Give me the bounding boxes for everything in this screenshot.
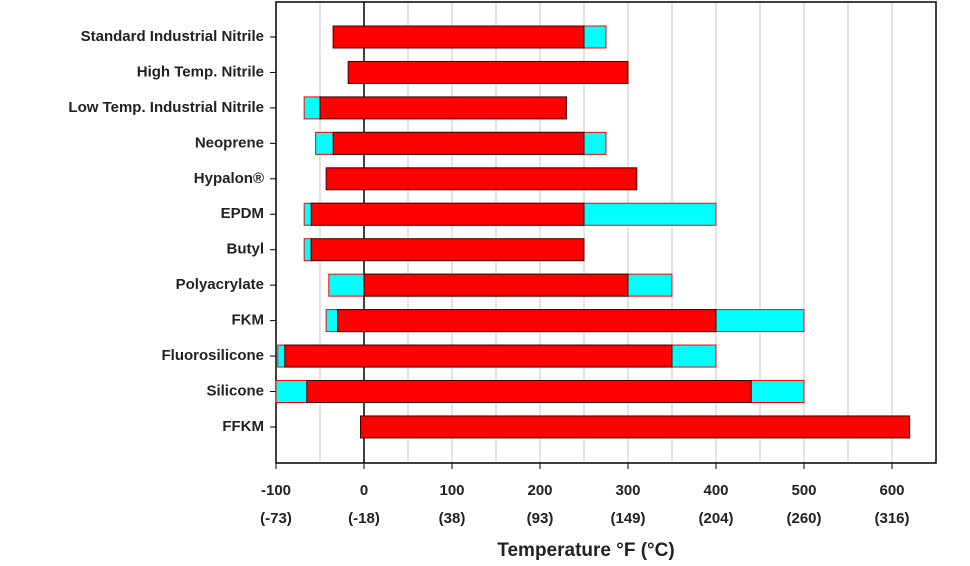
y-tick-label: Hypalon® bbox=[194, 170, 264, 187]
x-tick-label: 200 bbox=[527, 482, 552, 499]
x-tick-celsius-label: (93) bbox=[527, 510, 554, 527]
x-tick-celsius-label: (149) bbox=[610, 510, 645, 527]
plot-frame bbox=[275, 1, 937, 464]
x-tick-label: 400 bbox=[703, 482, 728, 499]
y-tick-label: High Temp. Nitrile bbox=[137, 63, 264, 80]
y-tick-label: FFKM bbox=[222, 418, 264, 435]
x-tick-label: 100 bbox=[439, 482, 464, 499]
y-tick-label: FKM bbox=[232, 312, 265, 329]
x-tick-label: 300 bbox=[615, 482, 640, 499]
y-tick-label: EPDM bbox=[221, 205, 264, 222]
range-bar bbox=[347, 60, 629, 84]
y-tick-label: Butyl bbox=[227, 241, 265, 258]
y-tick-label: Neoprene bbox=[195, 134, 264, 151]
x-tick-label: 500 bbox=[791, 482, 816, 499]
y-tick-label: Polyacrylate bbox=[176, 276, 264, 293]
x-tick-celsius-label: (38) bbox=[439, 510, 466, 527]
x-tick-label: -100 bbox=[261, 482, 291, 499]
range-bar bbox=[303, 96, 321, 120]
x-tick-celsius-label: (204) bbox=[698, 510, 733, 527]
y-tick-label: Low Temp. Industrial Nitrile bbox=[68, 99, 264, 116]
range-bar bbox=[310, 238, 585, 262]
x-tick-label: 600 bbox=[879, 482, 904, 499]
range-bar bbox=[303, 238, 312, 262]
x-tick-celsius-label: (316) bbox=[874, 510, 909, 527]
range-bar bbox=[332, 131, 585, 155]
range-bar bbox=[325, 167, 638, 191]
y-tick-label: Silicone bbox=[206, 382, 264, 399]
range-bar bbox=[319, 96, 567, 120]
range-bar bbox=[284, 344, 673, 368]
x-tick-celsius-label: (-18) bbox=[348, 510, 380, 527]
range-bar bbox=[310, 202, 585, 226]
range-bar bbox=[332, 25, 585, 49]
y-tick-label: Fluorosilicone bbox=[161, 347, 264, 364]
range-bar bbox=[363, 273, 629, 297]
range-bar bbox=[359, 415, 911, 439]
range-bar bbox=[306, 380, 752, 403]
range-bar bbox=[337, 309, 717, 333]
x-tick-celsius-label: (-73) bbox=[260, 510, 292, 527]
y-tick-label: Standard Industrial Nitrile bbox=[81, 28, 264, 45]
x-tick-label: 0 bbox=[360, 482, 368, 499]
x-axis-title: Temperature °F (°C) bbox=[497, 540, 674, 561]
x-tick-celsius-label: (260) bbox=[786, 510, 821, 527]
